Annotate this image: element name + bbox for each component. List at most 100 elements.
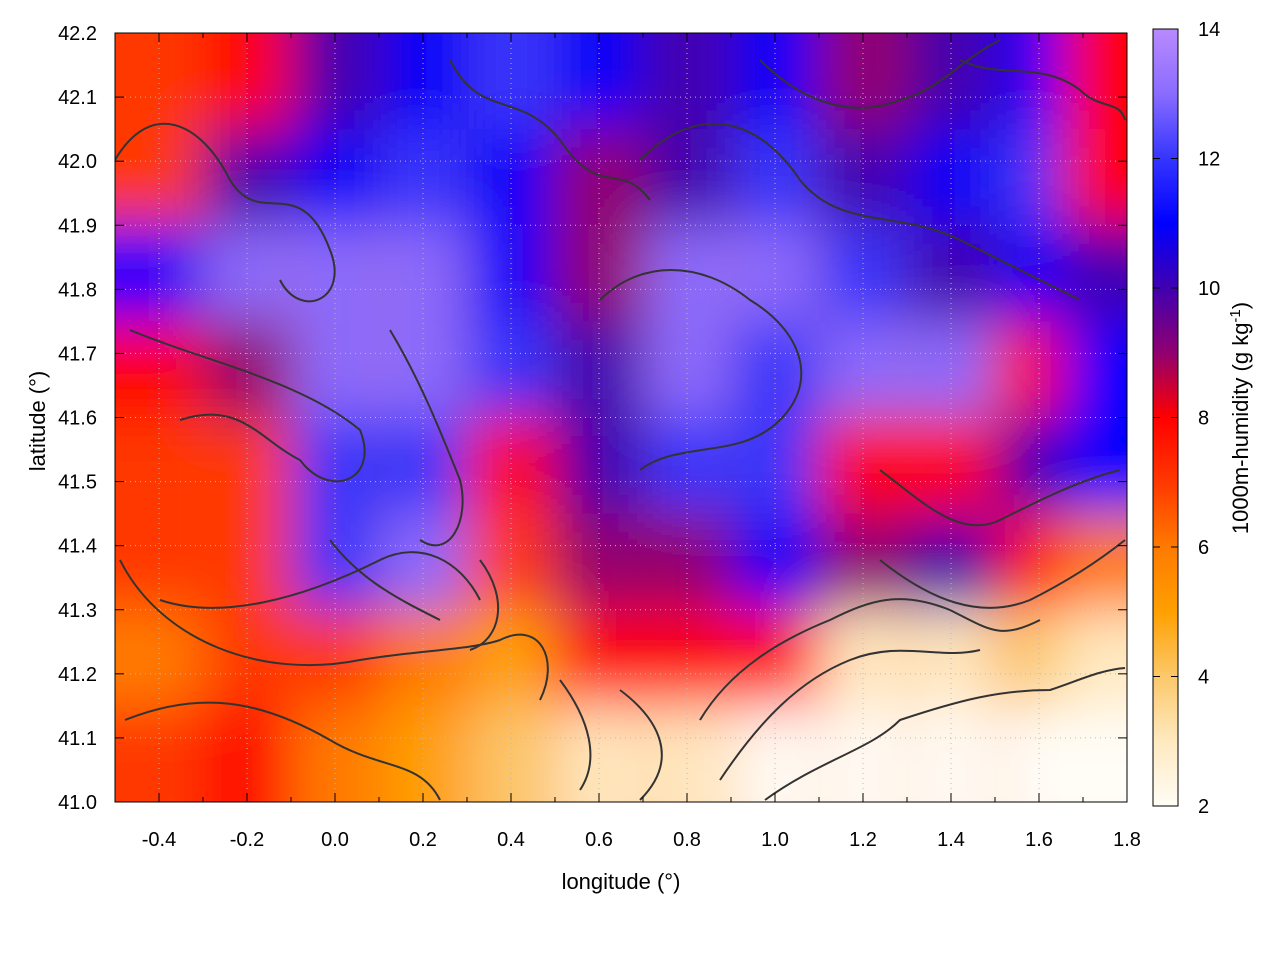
heatmap-cell (732, 513, 819, 611)
heatmap-cell (732, 321, 819, 419)
colorbar-tick-label: 8 (1198, 408, 1209, 430)
y-tick-label: 42.0 (58, 151, 97, 173)
heatmap-cell (644, 417, 731, 515)
x-tick-labels: -0.4 -0.2 0.0 0.2 0.4 0.6 0.8 1.0 1.2 1.… (142, 829, 1141, 851)
x-tick-label: -0.2 (230, 829, 264, 851)
x-axis-label: longitude (°) (562, 869, 681, 894)
heatmap-cell (115, 609, 203, 707)
heatmap-cell (556, 417, 643, 515)
axis-ticks (114, 32, 1128, 803)
plot-area (115, 33, 1127, 802)
y-tick-label: 41.8 (58, 279, 97, 301)
heatmap-cell (1062, 705, 1127, 802)
heatmap-cell (820, 417, 907, 515)
heatmap-cell (468, 417, 555, 515)
colorbar-ticks: 2 4 6 8 10 12 14 (1153, 19, 1220, 818)
heatmap-cell (820, 33, 907, 131)
heatmap-cell (204, 33, 291, 131)
colorbar-label-sup: -1 (1227, 309, 1244, 322)
heatmap-cell (380, 513, 467, 611)
heatmap-cell (292, 33, 379, 131)
heatmap-cell (115, 417, 203, 515)
heatmap-cell (1062, 513, 1127, 611)
heatmap-cell (908, 417, 995, 515)
y-tick-label: 41.1 (58, 728, 97, 750)
y-axis-label: latitude (°) (25, 371, 50, 472)
colorbar-tick-label: 14 (1198, 19, 1220, 41)
heatmap-cell (292, 513, 379, 611)
x-tick-label: 0.0 (321, 829, 349, 851)
heatmap-cell (115, 225, 203, 323)
y-tick-label: 42.2 (58, 23, 97, 45)
heatmap-cell (908, 33, 995, 131)
y-tick-labels: 41.0 41.1 41.2 41.3 41.4 41.5 41.6 41.7 41.8 41.9… (58, 23, 97, 814)
colorbar-tick-label: 2 (1198, 796, 1209, 818)
x-tick-label: 1.2 (849, 829, 877, 851)
heatmap-cell (468, 321, 555, 419)
colorbar-tick-label: 10 (1198, 278, 1220, 300)
x-tick-label: 1.4 (937, 829, 965, 851)
y-tick-label: 41.3 (58, 600, 97, 622)
x-tick-label: 1.6 (1025, 829, 1053, 851)
heatmap-cell (908, 129, 995, 227)
contour-lines (115, 39, 1126, 801)
x-tick-label: 0.4 (497, 829, 525, 851)
heatmap-cell (1062, 225, 1127, 323)
colorbar-label-main: 1000m-humidity (g kg (1228, 323, 1253, 535)
heatmap-cell (292, 129, 379, 227)
heatmap-cell (115, 321, 203, 419)
heatmap-cell (908, 321, 995, 419)
x-tick-label: 0.6 (585, 829, 613, 851)
heatmap-cell (1062, 321, 1127, 419)
heatmap-cells (115, 33, 1127, 802)
grid-lines (115, 33, 1127, 802)
heatmap-cell (556, 321, 643, 419)
heatmap-cell (732, 129, 819, 227)
y-tick-label: 41.2 (58, 664, 97, 686)
y-tick-label: 42.1 (58, 87, 97, 109)
heatmap-cell (115, 513, 203, 611)
heatmap-cell (644, 129, 731, 227)
heatmap-cell (820, 321, 907, 419)
heatmap-cell (1062, 609, 1127, 707)
colorbar-tick-label: 6 (1198, 537, 1209, 559)
heatmap-cell (204, 321, 291, 419)
heatmap-cell (556, 129, 643, 227)
x-tick-label: 1.0 (761, 829, 789, 851)
x-tick-label: -0.4 (142, 829, 176, 851)
heatmap-cell (820, 129, 907, 227)
heatmap-cell (908, 513, 995, 611)
heatmap-cell (1062, 417, 1127, 515)
colorbar-tick-label: 12 (1198, 149, 1220, 171)
heatmap-cell (292, 321, 379, 419)
heatmap-cell (644, 33, 731, 131)
heatmap-cell (115, 129, 203, 227)
y-tick-label: 41.7 (58, 343, 97, 365)
heatmap-cell (556, 513, 643, 611)
heatmap-cell (204, 513, 291, 611)
heatmap-cell (115, 33, 203, 131)
heatmap-cell (468, 129, 555, 227)
heatmap-cell (732, 417, 819, 515)
y-tick-label: 41.5 (58, 472, 97, 494)
heatmap-cell (820, 513, 907, 611)
heatmap-cell (556, 33, 643, 131)
colorbar-label: 1000m-humidity (g kg-1) (1227, 302, 1253, 534)
colorbar-label-end: ) (1228, 302, 1253, 309)
heatmap-cell (732, 33, 819, 131)
y-tick-label: 41.6 (58, 408, 97, 430)
y-tick-label: 41.0 (58, 792, 97, 814)
heatmap-cell (644, 513, 731, 611)
heatmap-cell (468, 513, 555, 611)
y-tick-label: 41.9 (58, 215, 97, 237)
heatmap-cell (204, 129, 291, 227)
x-tick-label: 0.2 (409, 829, 437, 851)
heatmap-cell (1062, 129, 1127, 227)
heatmap-cell (644, 321, 731, 419)
heatmap-cell (1062, 33, 1127, 131)
colorbar-tick-label: 4 (1198, 667, 1209, 689)
heatmap-cell (204, 417, 291, 515)
x-tick-label: 0.8 (673, 829, 701, 851)
